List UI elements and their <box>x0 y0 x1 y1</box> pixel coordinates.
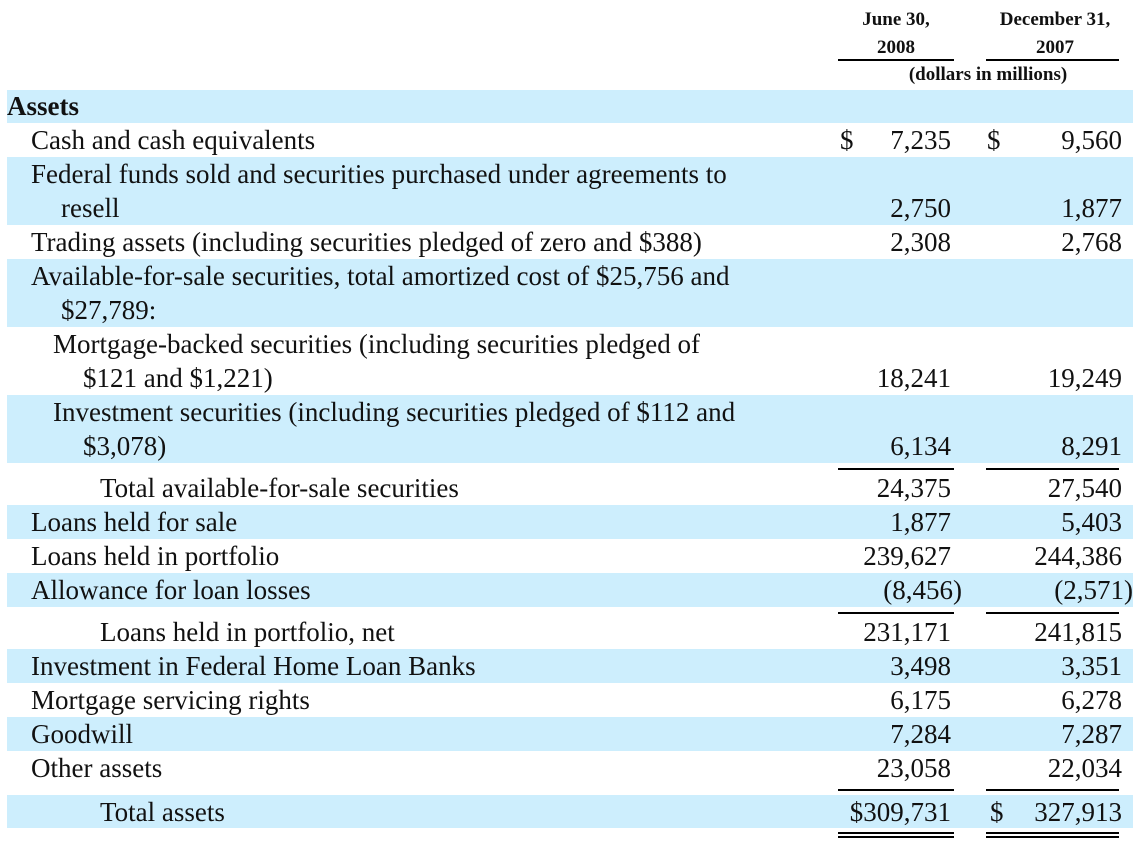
subtotal-rule-2 <box>986 612 1119 614</box>
row-label: Mortgage-backed securities (including se… <box>53 327 700 395</box>
row-label-line1: Mortgage-backed securities (including se… <box>53 329 701 359</box>
value-december-2007: 22,034 <box>1047 753 1122 783</box>
column-header-december-2007: December 31, 2007 <box>999 9 1111 58</box>
row-label: Available-for-sale securities, total amo… <box>31 259 729 327</box>
total-rule-1 <box>838 789 954 791</box>
value-june-2008: 24,375 <box>876 473 951 503</box>
value-december-2007: 244,386 <box>1034 541 1122 571</box>
table-row: Total available-for-sale securities 24,3… <box>7 463 1133 505</box>
value-december-2007: 1,877 <box>1061 193 1122 223</box>
table-row: Loans held in portfolio, net 231,171 241… <box>7 607 1133 649</box>
row-label-line1: Investment securities (including securit… <box>53 397 736 427</box>
column-header-rule-1 <box>838 59 954 61</box>
value-june-2008: 2,750 <box>890 193 951 223</box>
row-label: Cash and cash equivalents <box>31 125 316 155</box>
table-row: Allowance for loan losses (8,456) (2,571… <box>7 573 1133 607</box>
table-row: Federal funds sold and securities purcha… <box>7 157 1133 225</box>
row-label: Loans held in portfolio, net <box>100 617 395 647</box>
row-label: Loans held in portfolio <box>31 541 280 571</box>
row-label: Other assets <box>31 753 163 783</box>
value-june-2008: 6,175 <box>890 685 951 715</box>
unit-note: (dollars in millions) <box>908 64 1068 85</box>
value-june-2008: 239,627 <box>863 541 951 571</box>
section-header-row: Assets <box>7 90 1133 123</box>
dollar-sign: $ <box>987 125 1001 155</box>
table-row: Mortgage servicing rights 6,175 6,278 <box>7 683 1133 717</box>
row-label-line2: resell <box>61 193 120 223</box>
row-label: Investment in Federal Home Loan Banks <box>31 651 476 681</box>
value-december-2007: 5,403 <box>1061 507 1122 537</box>
value-june-2008: 231,171 <box>863 617 951 647</box>
subtotal-rule-2 <box>986 468 1119 470</box>
dollar-sign: $ <box>840 125 854 155</box>
double-rule-1 <box>838 832 954 838</box>
value-december-2007: 8,291 <box>1061 431 1122 461</box>
row-label-line1: Available-for-sale securities, total amo… <box>31 261 730 291</box>
value-june-2008: (8,456) <box>883 575 962 605</box>
row-label: Mortgage servicing rights <box>31 685 310 715</box>
table-row: Available-for-sale securities, total amo… <box>7 259 1133 327</box>
table-row: Investment securities (including securit… <box>7 395 1133 463</box>
subtotal-rule-1 <box>838 468 954 470</box>
row-label-line2: $3,078) <box>83 431 167 461</box>
row-label: Allowance for loan losses <box>31 575 311 605</box>
value-june-2008: 23,058 <box>876 753 951 783</box>
table-row: Cash and cash equivalents $ 7,235 $ 9,56… <box>7 123 1133 157</box>
table-row: Other assets 23,058 22,034 <box>7 751 1133 785</box>
column-header-rule-2 <box>986 59 1119 61</box>
value-december-2007: (2,571) <box>1054 575 1133 605</box>
value-december-2007: 27,540 <box>1047 473 1122 503</box>
value-december-2007: 241,815 <box>1034 617 1122 647</box>
total-rule-2 <box>986 789 1119 791</box>
row-label: Total assets <box>100 797 225 827</box>
value-june-2008: 6,134 <box>890 431 951 461</box>
row-label: Goodwill <box>31 719 134 749</box>
row-label-line2: $121 and $1,221) <box>83 363 273 393</box>
total-spacer <box>7 785 1133 795</box>
column-header-june-2008: June 30, 2008 <box>862 9 930 58</box>
value-june-2008: 3,498 <box>890 651 951 681</box>
table-row: Loans held in portfolio 239,627 244,386 <box>7 539 1133 573</box>
total-underline <box>7 828 1133 842</box>
value-december-2007: 7,287 <box>1061 719 1122 749</box>
row-label: Investment securities (including securit… <box>53 395 735 463</box>
row-label: Loans held for sale <box>31 507 238 537</box>
row-label: Federal funds sold and securities purcha… <box>31 157 727 225</box>
double-rule-2 <box>986 832 1119 838</box>
table-row: Loans held for sale 1,877 5,403 <box>7 505 1133 539</box>
value-june-2008: 1,877 <box>890 507 951 537</box>
row-label: Trading assets (including securities ple… <box>31 227 702 257</box>
value-june-2008: 7,235 <box>890 125 951 155</box>
value-june-2008: $309,731 <box>849 797 951 827</box>
table-row-total: Total assets $309,731 $ 327,913 <box>7 795 1133 828</box>
value-december-2007: 9,560 <box>1061 125 1122 155</box>
value-december-2007: 2,768 <box>1061 227 1122 257</box>
value-december-2007: 327,913 <box>1034 797 1122 827</box>
value-june-2008: 2,308 <box>890 227 951 257</box>
value-december-2007: 19,249 <box>1047 363 1122 393</box>
table-row: Investment in Federal Home Loan Banks 3,… <box>7 649 1133 683</box>
balance-sheet-table: Assets Cash and cash equivalents $ 7,235… <box>7 90 1133 842</box>
row-label-line2: $27,789: <box>61 295 157 325</box>
row-label-line1: Federal funds sold and securities purcha… <box>31 159 727 189</box>
value-december-2007: 3,351 <box>1061 651 1122 681</box>
value-june-2008: 18,241 <box>876 363 951 393</box>
section-title: Assets <box>7 91 79 121</box>
row-label: Total available-for-sale securities <box>100 473 459 503</box>
subtotal-rule-1 <box>838 612 954 614</box>
value-december-2007: 6,278 <box>1061 685 1122 715</box>
table-row: Trading assets (including securities ple… <box>7 225 1133 259</box>
dollar-sign: $ <box>990 797 1004 827</box>
table-row: Mortgage-backed securities (including se… <box>7 327 1133 395</box>
table-row: Goodwill 7,284 7,287 <box>7 717 1133 751</box>
value-june-2008: 7,284 <box>890 719 951 749</box>
